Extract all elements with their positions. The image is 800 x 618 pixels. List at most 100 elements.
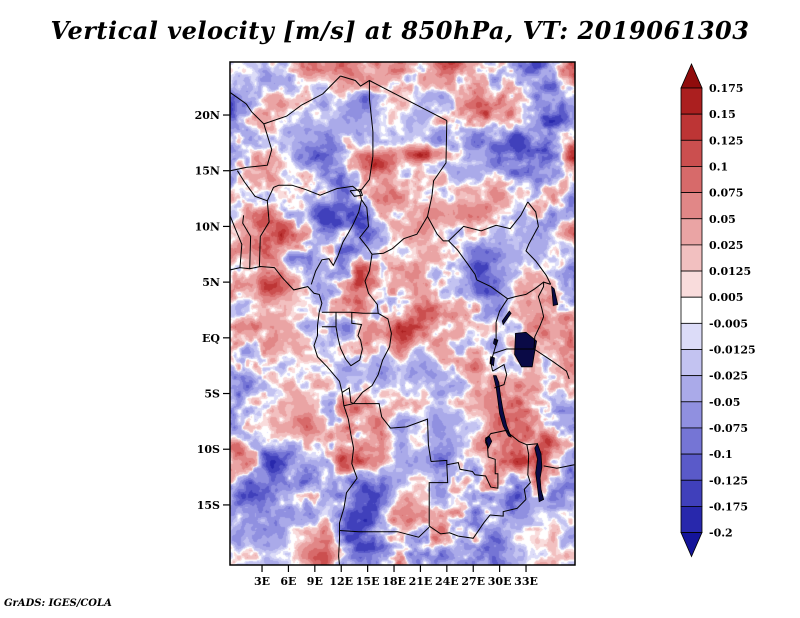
- country-border: [349, 189, 364, 197]
- colorbar-label: 0.175: [709, 82, 743, 95]
- y-axis-label: 15N: [195, 165, 220, 178]
- country-border: [430, 459, 448, 465]
- lake: [492, 375, 512, 438]
- colorbar-label: -0.05: [709, 396, 740, 409]
- country-border: [258, 200, 270, 267]
- colorbar-segment: [680, 87, 703, 115]
- colorbar-segment: [680, 453, 703, 481]
- lake: [514, 331, 538, 368]
- colorbar-segment: [680, 270, 703, 298]
- lake: [501, 310, 512, 326]
- colorbar-segment: [680, 296, 703, 324]
- colorbar-label: 0.0125: [709, 265, 751, 278]
- x-axis-label: 24E: [435, 575, 459, 588]
- x-axis-label: 21E: [409, 575, 433, 588]
- y-axis-label: 20N: [195, 109, 220, 122]
- country-border: [371, 216, 428, 255]
- colorbar-max-arrow: [680, 63, 703, 89]
- country-border: [476, 279, 551, 300]
- country-border: [526, 443, 538, 446]
- y-axis-label: 5N: [202, 276, 220, 289]
- colorbar-label: -0.0125: [709, 344, 756, 357]
- country-border: [428, 464, 449, 527]
- country-border: [266, 184, 361, 202]
- country-border: [364, 254, 379, 314]
- colorbar-segment: [680, 479, 703, 507]
- colorbar: 0.175 0.15 0.125 0.1 0.075 0.05 0.025 0.0125 0.0…: [680, 63, 756, 558]
- colorbar-segment: [680, 113, 703, 141]
- country-border: [525, 201, 552, 285]
- colorbar-segment: [680, 427, 703, 455]
- colorbar-segment: [680, 192, 703, 220]
- colorbar-label: 0.05: [709, 213, 736, 226]
- colorbar-label: -0.125: [709, 474, 748, 487]
- y-axis-label: 10S: [197, 443, 220, 456]
- country-border: [490, 353, 494, 372]
- country-border: [489, 499, 527, 517]
- colorbar-segment: [680, 505, 703, 533]
- x-axis-label: 15E: [356, 575, 380, 588]
- country-border: [321, 312, 337, 328]
- colorbar-label: 0.075: [709, 187, 743, 200]
- x-axis-label: 9E: [307, 575, 323, 588]
- colorbar-label: -0.175: [709, 500, 748, 513]
- country-border: [263, 75, 341, 125]
- colorbar-label: -0.1: [709, 448, 733, 461]
- colorbar-segment: [680, 244, 703, 272]
- y-axis-label: EQ: [202, 332, 220, 345]
- country-border: [458, 514, 491, 539]
- country-border: [310, 191, 363, 285]
- country-border: [448, 201, 529, 242]
- country-border: [493, 348, 534, 354]
- country-border: [543, 464, 575, 469]
- country-border: [230, 92, 265, 125]
- map-layer: [230, 75, 575, 565]
- x-axis-label: 18E: [382, 575, 406, 588]
- x-axis-label: 6E: [280, 575, 296, 588]
- colorbar-label: -0.005: [709, 317, 748, 330]
- colorbar-segment: [680, 139, 703, 167]
- country-border: [242, 215, 252, 269]
- country-border: [359, 80, 374, 193]
- x-axis-label: 3E: [254, 575, 270, 588]
- velocity-field-heatmap: [230, 62, 575, 565]
- colorbar-label: 0.125: [709, 134, 743, 147]
- country-border: [236, 170, 268, 202]
- y-axis-label: 15S: [197, 499, 220, 512]
- lake: [551, 285, 559, 307]
- colorbar-segment: [680, 401, 703, 429]
- country-border: [506, 429, 528, 446]
- x-axis-label: 33E: [514, 575, 538, 588]
- figure-title: Vertical velocity [m/s] at 850hPa, VT: 2…: [50, 16, 750, 45]
- colorbar-segment: [680, 322, 703, 350]
- country-border: [492, 363, 508, 389]
- country-border: [446, 429, 507, 489]
- country-border: [341, 387, 354, 405]
- country-border: [428, 525, 459, 537]
- country-border: [533, 348, 570, 380]
- colorbar-min-arrow: [680, 532, 703, 558]
- country-border: [523, 444, 531, 500]
- country-border: [339, 526, 430, 538]
- x-axis-label: 27E: [461, 575, 485, 588]
- country-border: [426, 120, 478, 281]
- colorbar-label: -0.2: [709, 527, 733, 540]
- country-border: [359, 199, 373, 255]
- colorbar-label: 0.025: [709, 239, 743, 252]
- country-border: [533, 282, 545, 350]
- lake: [534, 442, 545, 503]
- colorbar-segment: [680, 349, 703, 377]
- x-axis-label: 12E: [329, 575, 353, 588]
- colorbar-label: -0.025: [709, 370, 748, 383]
- country-border: [230, 216, 243, 268]
- country-border: [353, 403, 432, 462]
- country-border: [335, 312, 363, 367]
- y-axis-label: 10N: [195, 220, 220, 233]
- colorbar-segment: [680, 375, 703, 403]
- colorbar-label: -0.075: [709, 422, 748, 435]
- country-border: [321, 311, 379, 314]
- country-border: [230, 265, 358, 565]
- country-border: [340, 75, 448, 122]
- plot-frame: [229, 61, 576, 566]
